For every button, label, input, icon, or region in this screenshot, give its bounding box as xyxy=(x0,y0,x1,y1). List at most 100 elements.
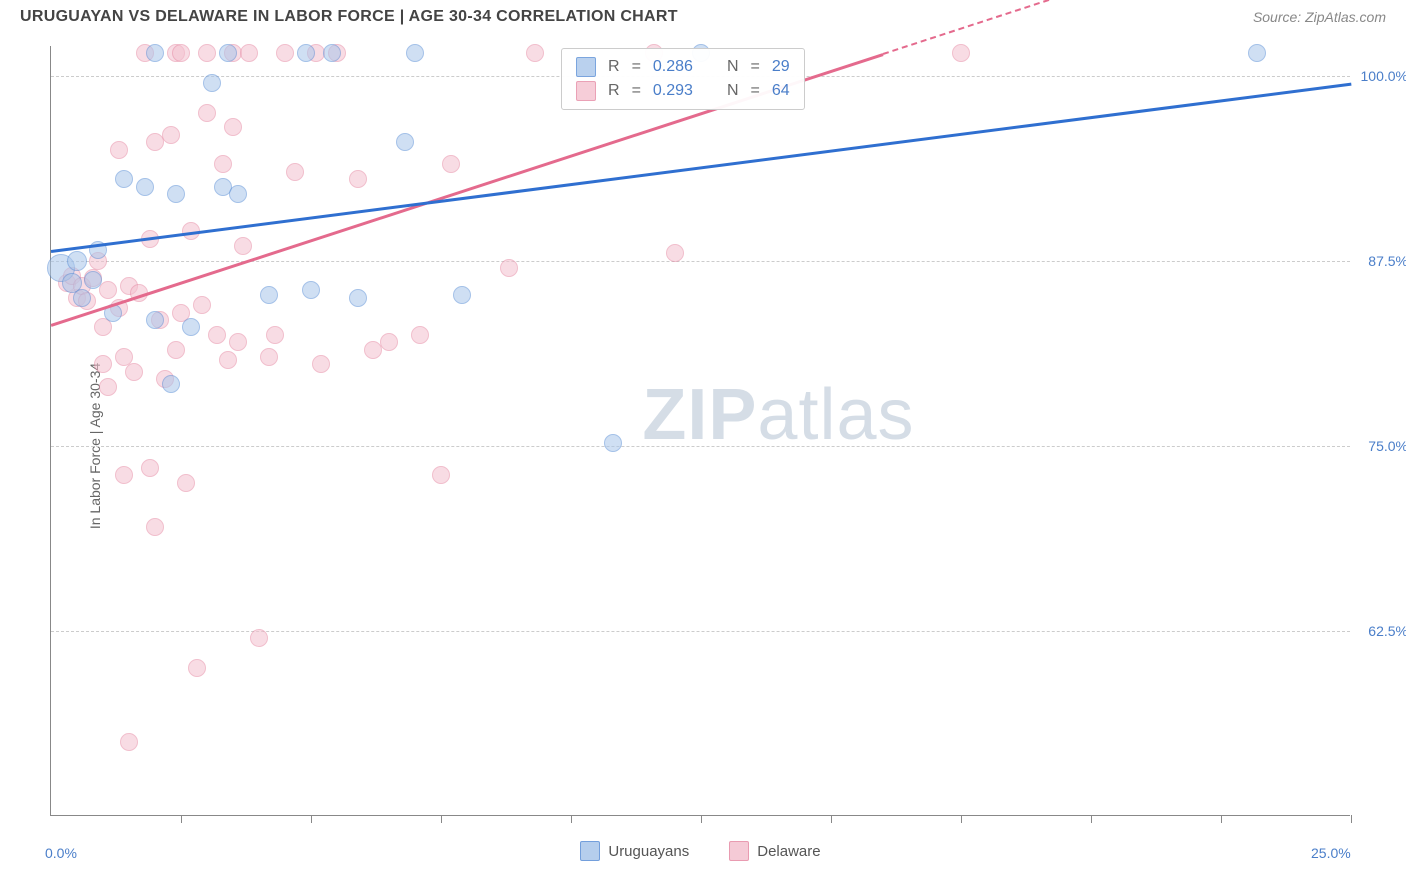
scatter-point-delaware xyxy=(208,326,226,344)
scatter-point-uruguayans xyxy=(136,178,154,196)
scatter-chart: ZIPatlas 62.5%75.0%87.5%100.0%0.0%25.0%R… xyxy=(50,46,1350,816)
scatter-point-delaware xyxy=(380,333,398,351)
scatter-point-uruguayans xyxy=(146,311,164,329)
scatter-point-delaware xyxy=(432,466,450,484)
scatter-point-uruguayans xyxy=(260,286,278,304)
xtick-mark xyxy=(1221,815,1222,823)
scatter-point-delaware xyxy=(500,259,518,277)
stat-r-label: R xyxy=(608,58,620,76)
watermark-bold: ZIP xyxy=(642,375,757,455)
scatter-point-uruguayans xyxy=(323,44,341,62)
xtick-mark xyxy=(831,815,832,823)
stat-r-label: R xyxy=(608,82,620,100)
scatter-point-uruguayans xyxy=(406,44,424,62)
scatter-point-delaware xyxy=(94,355,112,373)
xtick-mark xyxy=(961,815,962,823)
scatter-point-delaware xyxy=(94,318,112,336)
scatter-point-delaware xyxy=(141,459,159,477)
scatter-point-delaware xyxy=(99,378,117,396)
legend-swatch xyxy=(580,841,600,861)
scatter-point-uruguayans xyxy=(297,44,315,62)
scatter-point-uruguayans xyxy=(302,281,320,299)
scatter-point-uruguayans xyxy=(115,170,133,188)
xtick-mark xyxy=(1091,815,1092,823)
scatter-point-delaware xyxy=(666,244,684,262)
scatter-point-uruguayans xyxy=(453,286,471,304)
scatter-point-delaware xyxy=(260,348,278,366)
ytick-label: 100.0% xyxy=(1361,68,1406,84)
scatter-point-delaware xyxy=(229,333,247,351)
scatter-point-delaware xyxy=(162,126,180,144)
correlation-stats-box: R=0.286N=29R=0.293N=64 xyxy=(561,48,805,110)
equals-sign: = xyxy=(751,58,760,76)
xtick-mark xyxy=(571,815,572,823)
stats-swatch xyxy=(576,81,596,101)
gridline-horizontal xyxy=(51,631,1350,632)
scatter-point-uruguayans xyxy=(219,44,237,62)
scatter-point-delaware xyxy=(250,629,268,647)
scatter-point-delaware xyxy=(240,44,258,62)
stat-n-label: N xyxy=(727,82,739,100)
scatter-point-delaware xyxy=(172,44,190,62)
scatter-point-delaware xyxy=(198,44,216,62)
ytick-label: 75.0% xyxy=(1368,438,1406,454)
scatter-point-delaware xyxy=(349,170,367,188)
scatter-point-delaware xyxy=(198,104,216,122)
scatter-point-delaware xyxy=(411,326,429,344)
scatter-point-delaware xyxy=(526,44,544,62)
scatter-point-uruguayans xyxy=(229,185,247,203)
scatter-point-delaware xyxy=(952,44,970,62)
scatter-point-delaware xyxy=(110,141,128,159)
scatter-point-delaware xyxy=(99,281,117,299)
chart-title: URUGUAYAN VS DELAWARE IN LABOR FORCE | A… xyxy=(20,8,678,26)
legend-label: Uruguayans xyxy=(608,843,689,860)
stats-row-uruguayans: R=0.286N=29 xyxy=(576,55,790,79)
chart-header: URUGUAYAN VS DELAWARE IN LABOR FORCE | A… xyxy=(0,0,1406,30)
scatter-point-delaware xyxy=(146,518,164,536)
scatter-point-delaware xyxy=(177,474,195,492)
scatter-point-delaware xyxy=(224,118,242,136)
scatter-point-uruguayans xyxy=(73,289,91,307)
scatter-point-delaware xyxy=(193,296,211,314)
legend-item-uruguayans: Uruguayans xyxy=(580,841,689,861)
scatter-point-delaware xyxy=(234,237,252,255)
scatter-point-delaware xyxy=(276,44,294,62)
scatter-point-uruguayans xyxy=(67,251,87,271)
scatter-point-delaware xyxy=(125,363,143,381)
legend: Uruguayans Delaware xyxy=(51,841,1350,861)
equals-sign: = xyxy=(751,82,760,100)
stat-r-value: 0.293 xyxy=(653,82,693,100)
scatter-point-uruguayans xyxy=(396,133,414,151)
legend-label: Delaware xyxy=(757,843,820,860)
scatter-point-uruguayans xyxy=(146,44,164,62)
scatter-point-uruguayans xyxy=(203,74,221,92)
chart-source: Source: ZipAtlas.com xyxy=(1253,9,1386,25)
scatter-point-uruguayans xyxy=(182,318,200,336)
scatter-point-delaware xyxy=(312,355,330,373)
xtick-mark xyxy=(441,815,442,823)
stat-n-value: 64 xyxy=(772,82,790,100)
xtick-mark xyxy=(1351,815,1352,823)
scatter-point-delaware xyxy=(286,163,304,181)
stat-n-label: N xyxy=(727,58,739,76)
equals-sign: = xyxy=(632,58,641,76)
stat-r-value: 0.286 xyxy=(653,58,693,76)
scatter-point-uruguayans xyxy=(167,185,185,203)
watermark-light: atlas xyxy=(757,375,914,455)
scatter-point-delaware xyxy=(188,659,206,677)
stats-row-delaware: R=0.293N=64 xyxy=(576,79,790,103)
legend-item-delaware: Delaware xyxy=(729,841,820,861)
xtick-mark xyxy=(181,815,182,823)
scatter-point-delaware xyxy=(167,341,185,359)
scatter-point-uruguayans xyxy=(604,434,622,452)
scatter-point-uruguayans xyxy=(84,271,102,289)
scatter-point-uruguayans xyxy=(1248,44,1266,62)
gridline-horizontal xyxy=(51,446,1350,447)
scatter-point-uruguayans xyxy=(162,375,180,393)
scatter-point-delaware xyxy=(214,155,232,173)
scatter-point-delaware xyxy=(120,733,138,751)
legend-swatch xyxy=(729,841,749,861)
scatter-point-delaware xyxy=(442,155,460,173)
scatter-point-delaware xyxy=(219,351,237,369)
scatter-point-delaware xyxy=(115,466,133,484)
